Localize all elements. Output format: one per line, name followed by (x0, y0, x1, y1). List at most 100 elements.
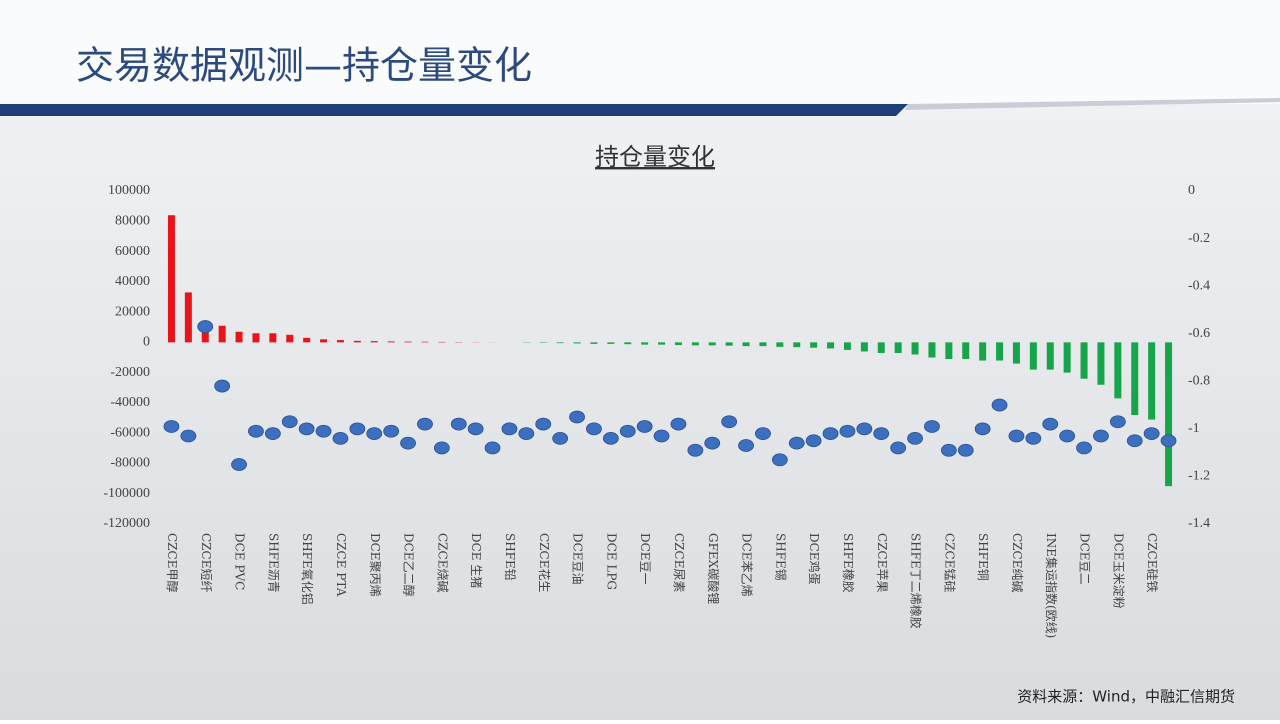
bar (354, 341, 361, 343)
dot (1127, 435, 1142, 447)
dot (434, 442, 449, 454)
bar (1081, 342, 1088, 378)
header-rule (0, 104, 908, 116)
dot (536, 418, 551, 430)
bar (269, 333, 276, 342)
y-tick-label: -60000 (110, 425, 150, 440)
bar (1030, 342, 1037, 369)
x-tick-label: CZCE锰硅 (942, 533, 957, 592)
dot (1060, 430, 1075, 442)
y-tick-label: -100000 (103, 486, 150, 501)
bar (1013, 342, 1020, 363)
x-tick-label: DCE苯乙烯 (740, 533, 754, 597)
bar (827, 342, 834, 348)
bar (895, 342, 902, 353)
bar (793, 342, 800, 347)
bar (405, 342, 412, 343)
dot (637, 420, 652, 432)
dot (722, 416, 737, 428)
dot (739, 440, 754, 452)
dot (857, 423, 872, 435)
bar (624, 342, 631, 344)
dot (958, 444, 973, 456)
y-tick-label: 20000 (115, 304, 150, 319)
x-tick-label: CZCE PTA (334, 533, 348, 597)
y-tick-label: -80000 (110, 456, 150, 471)
dot (1161, 435, 1176, 447)
x-tick-label: SHFE丁二烯橡胶 (909, 533, 924, 629)
bar (658, 342, 665, 344)
x-tick-label: DCE豆油 (571, 533, 585, 585)
x-tick-label: DCE豆一 (638, 533, 652, 585)
dot (1093, 430, 1108, 442)
x-tick-label: SHFE橡胶 (841, 533, 856, 593)
bar (371, 341, 378, 342)
dot (755, 428, 770, 440)
dot (772, 454, 787, 466)
bar (675, 342, 682, 345)
dot (586, 423, 601, 435)
dot (874, 428, 889, 440)
x-tick-label: CZCE硅铁 (1145, 533, 1159, 592)
bar (743, 342, 750, 346)
dot (620, 425, 635, 437)
x-tick-label: CZCE花生 (537, 533, 552, 592)
y2-tick-label: -1.2 (1188, 469, 1210, 484)
dot (401, 437, 416, 449)
bar (726, 342, 733, 345)
bar (337, 340, 344, 342)
bar (945, 342, 952, 359)
bar (574, 342, 581, 343)
dot (840, 425, 855, 437)
dot (519, 428, 534, 440)
bar (1148, 342, 1155, 419)
bar (557, 342, 564, 343)
dot (350, 423, 365, 435)
x-tick-label: DCE 生猪 (469, 533, 483, 588)
dot (215, 380, 230, 392)
y-tick-label: -20000 (110, 365, 150, 380)
source-note: 资料来源：Wind，中融汇信期货 (1017, 688, 1235, 706)
dot (451, 418, 466, 430)
dot (671, 418, 686, 430)
bar (607, 342, 614, 344)
x-tick-label: CZCE短纤 (199, 533, 213, 592)
bar (776, 342, 783, 347)
x-tick-label: SHFE铜 (976, 533, 991, 581)
bar (1114, 342, 1121, 398)
y2-tick-label: -0.4 (1188, 278, 1210, 293)
chart-title: 持仓量变化 (595, 143, 715, 171)
dot (705, 437, 720, 449)
dot (282, 416, 297, 428)
bar (912, 342, 919, 354)
dot (248, 425, 263, 437)
x-tick-label: DCE PVC (233, 533, 247, 590)
y2-tick-label: -0.8 (1188, 374, 1210, 389)
x-tick-label: DCE乙二醇 (402, 533, 417, 597)
bar (219, 326, 226, 343)
bar (996, 342, 1003, 360)
dot (1077, 442, 1092, 454)
dot (384, 425, 399, 437)
y2-tick-label: -0.6 (1188, 326, 1210, 341)
y-tick-label: 80000 (115, 213, 150, 228)
y2-tick-label: 0 (1188, 183, 1195, 198)
y2-tick-label: -0.2 (1188, 231, 1210, 246)
bar (810, 342, 817, 347)
dot (181, 430, 196, 442)
dot (1043, 418, 1058, 430)
dot (333, 432, 348, 444)
bar (844, 342, 851, 350)
bar (185, 292, 192, 342)
dot (232, 459, 247, 471)
bar (692, 342, 699, 345)
bar (286, 335, 293, 343)
dot (570, 411, 585, 423)
dot (654, 430, 669, 442)
dot (198, 321, 213, 333)
dot (891, 442, 906, 454)
x-tick-label: SHFE铅 (503, 533, 517, 581)
dot (316, 425, 331, 437)
x-tick-label: DCE鸡蛋 (807, 533, 822, 585)
bar (1047, 342, 1054, 369)
